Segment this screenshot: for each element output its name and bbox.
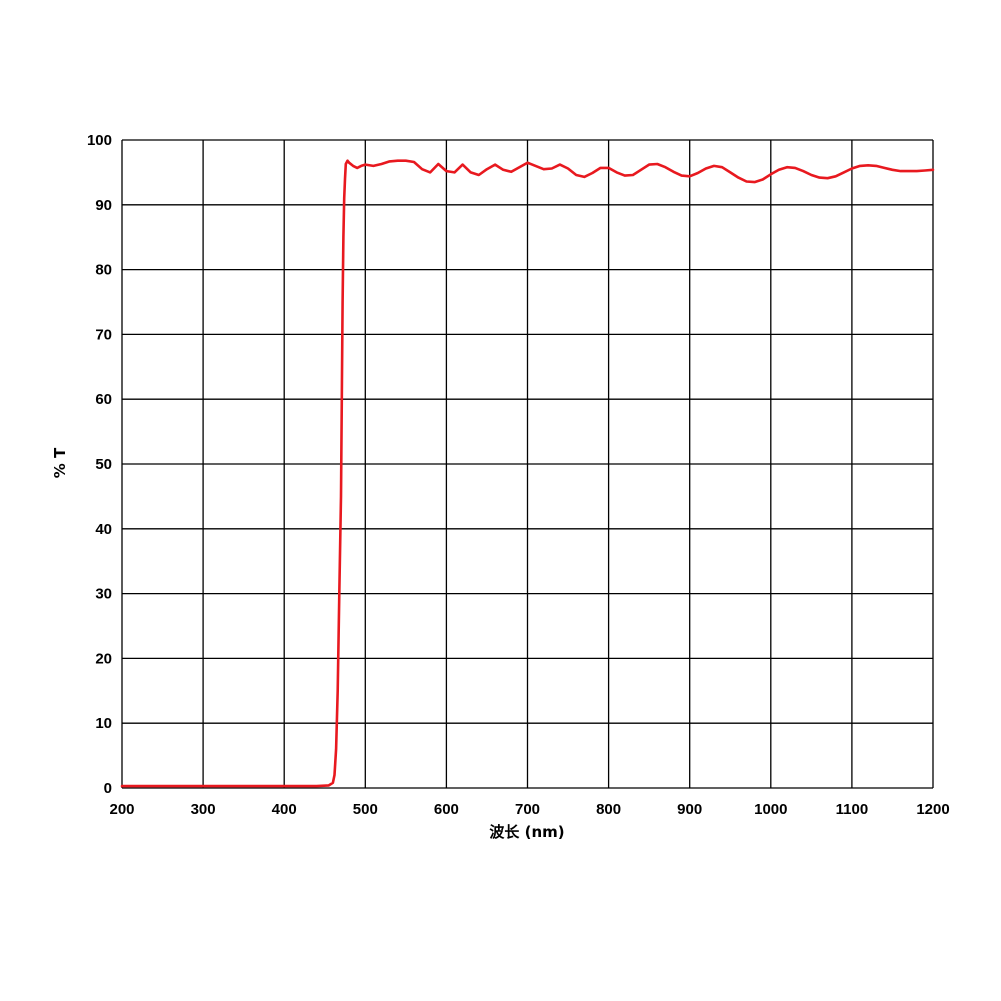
x-tick-label: 1100 (836, 801, 869, 818)
x-tick-label: 1200 (916, 801, 949, 818)
y-axis-title: % T (51, 447, 69, 478)
x-tick-label: 1000 (754, 801, 787, 818)
y-tick-label: 100 (87, 132, 112, 149)
y-tick-label: 80 (95, 262, 112, 279)
x-tick-label: 900 (677, 801, 702, 818)
y-tick-label: 30 (95, 586, 112, 603)
y-tick-label: 60 (95, 391, 112, 408)
series-layer (120, 159, 935, 788)
y-tick-label: 0 (104, 780, 112, 797)
y-tick-labels: 0 10 20 30 40 50 60 70 80 90 100 (87, 132, 112, 797)
y-tick-label: 20 (95, 650, 112, 667)
x-tick-label: 200 (109, 801, 134, 818)
y-tick-label: 40 (95, 521, 112, 538)
x-tick-label: 800 (596, 801, 621, 818)
x-axis-title: 波长 (nm) (489, 823, 564, 841)
x-tick-label: 500 (353, 801, 378, 818)
x-tick-label: 300 (191, 801, 216, 818)
transmission-line (120, 159, 935, 788)
x-tick-label: 600 (434, 801, 459, 818)
x-tick-label: 400 (272, 801, 297, 818)
y-tick-label: 10 (95, 715, 112, 732)
x-tick-label: 700 (515, 801, 540, 818)
y-tick-label: 50 (95, 456, 112, 473)
y-tick-label: 70 (95, 326, 112, 343)
grid (121, 139, 934, 789)
x-tick-labels: 200 300 400 500 600 700 800 900 1000 1100 1200 (109, 801, 949, 818)
y-tick-label: 90 (95, 197, 112, 214)
